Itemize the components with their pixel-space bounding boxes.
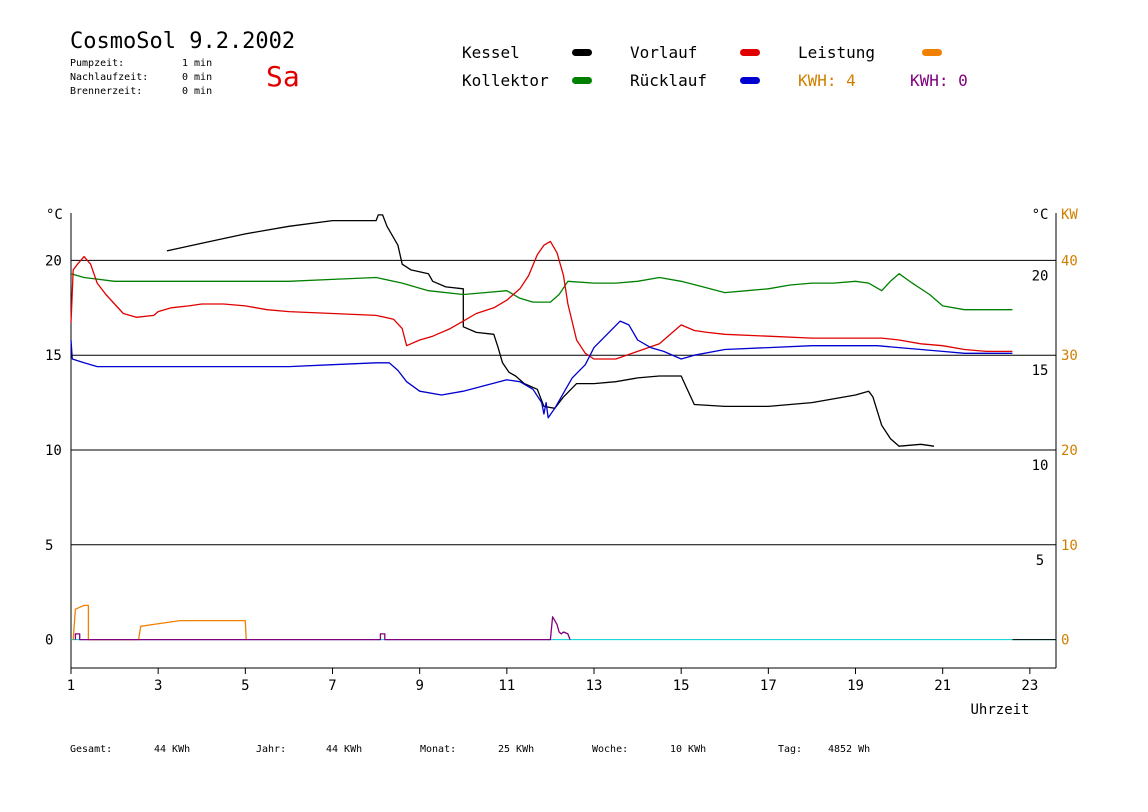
x-tick-label-3: 3 (154, 678, 162, 694)
chart-title: CosmoSol 9.2.2002 (70, 29, 296, 54)
y-tick-label-right-5: 5 (1036, 553, 1044, 569)
y-tick-label-right-10: 10 (1032, 458, 1049, 474)
x-tick-label-5: 5 (241, 678, 249, 694)
x-tick-label-19: 19 (847, 678, 864, 694)
y-tick-label-right-20: 20 (1032, 268, 1049, 284)
footer-monat-value: 25 KWh (498, 744, 535, 755)
footer-monat-label: Monat: (420, 744, 457, 755)
series-kollektor (70, 273, 1013, 311)
footer-jahr-label: Jahr: (256, 744, 287, 755)
y-tick-label-left-0: 0 (45, 633, 53, 649)
legend-kwh-secondary: KWH: 0 (910, 71, 968, 90)
x-tick-label-23: 23 (1021, 678, 1038, 694)
x-tick-label-15: 15 (673, 678, 690, 694)
kw-tick-label-0: 0 (1061, 633, 1069, 649)
stat-nachlaufzeit-value: 0 min (182, 72, 213, 83)
y-tick-label-left-20: 20 (45, 253, 62, 269)
footer-tag-label: Tag: (778, 744, 803, 755)
legend-vorlauf-swatch (740, 49, 760, 56)
y-axis-label-left: °C (46, 207, 63, 223)
legend-kwh-total: KWH: 4 (798, 71, 856, 90)
series-kwh2 (74, 616, 571, 641)
legend-kessel-swatch (572, 49, 592, 56)
y-tick-label-left-10: 10 (45, 443, 62, 459)
legend-ruecklauf-swatch (740, 77, 760, 84)
legend-kessel-label: Kessel (462, 43, 520, 62)
stat-pumpzeit-label: Pumpzeit: (70, 58, 125, 69)
day-label: Sa (266, 60, 300, 93)
legend-kollektor-swatch (572, 77, 592, 84)
y-axis-label-right: °C (1032, 207, 1049, 223)
stat-nachlaufzeit-label: Nachlaufzeit: (70, 72, 149, 83)
x-tick-label-13: 13 (586, 678, 603, 694)
x-tick-label-1: 1 (67, 678, 75, 694)
x-axis-label: Uhrzeit (970, 702, 1029, 718)
series-leistung (72, 604, 247, 641)
legend-vorlauf-label: Vorlauf (630, 43, 698, 62)
x-tick-label-11: 11 (498, 678, 515, 694)
x-tick-label-17: 17 (760, 678, 777, 694)
kw-tick-label-40: 40 (1061, 253, 1078, 269)
series-vorlauf (70, 240, 1013, 360)
footer-woche-label: Woche: (592, 744, 629, 755)
kw-tick-label-10: 10 (1061, 538, 1078, 554)
y-tick-label-right-15: 15 (1032, 363, 1049, 379)
legend-kollektor-label: Kollektor (462, 71, 549, 90)
footer-gesamt-label: Gesamt: (70, 744, 113, 755)
y-tick-label-left-5: 5 (45, 538, 53, 554)
x-tick-label-7: 7 (328, 678, 336, 694)
footer-tag-value: 4852 Wh (828, 744, 871, 755)
footer-gesamt-value: 44 KWh (154, 744, 191, 755)
kw-tick-label-20: 20 (1061, 443, 1078, 459)
legend-ruecklauf-label: Rücklauf (630, 71, 708, 90)
series-kessel (166, 214, 935, 447)
stat-pumpzeit-value: 1 min (182, 58, 213, 69)
stat-brennerzeit-label: Brennerzeit: (70, 86, 143, 97)
x-tick-label-9: 9 (415, 678, 423, 694)
kw-tick-label-30: 30 (1061, 348, 1078, 364)
kw-axis-label: KW (1061, 207, 1078, 223)
legend-leistung-label: Leistung (798, 43, 876, 62)
footer-woche-value: 10 KWh (670, 744, 707, 755)
x-tick-label-21: 21 (934, 678, 951, 694)
series-ruecklauf (70, 320, 1013, 419)
footer-jahr-value: 44 KWh (326, 744, 363, 755)
stat-brennerzeit-value: 0 min (182, 86, 213, 97)
legend-leistung-swatch (922, 49, 942, 56)
y-tick-label-left-15: 15 (45, 348, 62, 364)
